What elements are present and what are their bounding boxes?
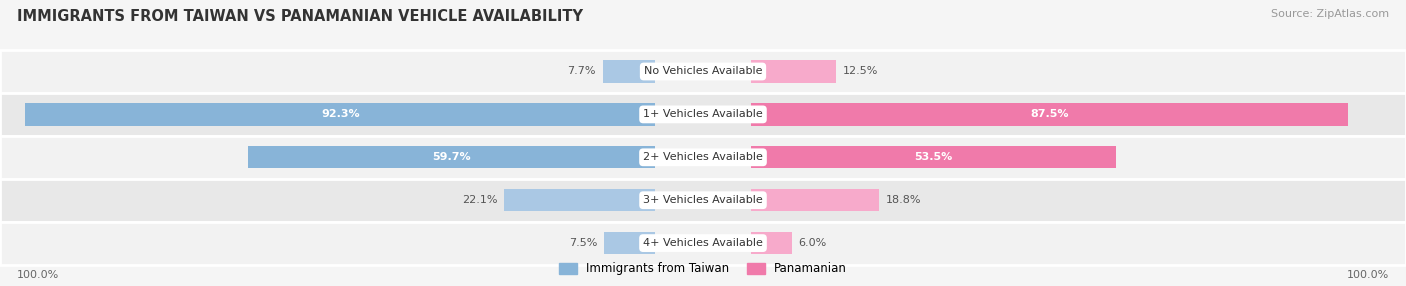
Text: 3+ Vehicles Available: 3+ Vehicles Available (643, 195, 763, 205)
Bar (25, 103, 655, 126)
Text: 6.0%: 6.0% (799, 238, 827, 248)
Text: Source: ZipAtlas.com: Source: ZipAtlas.com (1271, 9, 1389, 19)
Text: 18.8%: 18.8% (886, 195, 921, 205)
Bar (605, 232, 655, 254)
Bar (0, 222, 1406, 265)
Text: 22.1%: 22.1% (463, 195, 498, 205)
Bar (247, 146, 655, 168)
Bar (0, 136, 1406, 179)
Text: 4+ Vehicles Available: 4+ Vehicles Available (643, 238, 763, 248)
Text: 87.5%: 87.5% (1031, 110, 1069, 119)
Text: 12.5%: 12.5% (844, 67, 879, 76)
Text: 92.3%: 92.3% (321, 110, 360, 119)
Bar (505, 189, 655, 211)
Bar (751, 232, 792, 254)
Text: IMMIGRANTS FROM TAIWAN VS PANAMANIAN VEHICLE AVAILABILITY: IMMIGRANTS FROM TAIWAN VS PANAMANIAN VEH… (17, 9, 583, 23)
Bar (751, 189, 879, 211)
Text: 59.7%: 59.7% (432, 152, 471, 162)
Text: 100.0%: 100.0% (1347, 270, 1389, 280)
Bar (751, 103, 1348, 126)
Text: 100.0%: 100.0% (17, 270, 59, 280)
Bar (751, 60, 837, 83)
Text: 53.5%: 53.5% (914, 152, 952, 162)
Legend: Immigrants from Taiwan, Panamanian: Immigrants from Taiwan, Panamanian (554, 258, 852, 280)
Text: 7.7%: 7.7% (568, 67, 596, 76)
Text: 1+ Vehicles Available: 1+ Vehicles Available (643, 110, 763, 119)
Bar (751, 146, 1116, 168)
Text: 2+ Vehicles Available: 2+ Vehicles Available (643, 152, 763, 162)
Text: 7.5%: 7.5% (569, 238, 598, 248)
Bar (0, 179, 1406, 222)
Bar (0, 50, 1406, 93)
Text: No Vehicles Available: No Vehicles Available (644, 67, 762, 76)
Bar (603, 60, 655, 83)
Bar (0, 93, 1406, 136)
